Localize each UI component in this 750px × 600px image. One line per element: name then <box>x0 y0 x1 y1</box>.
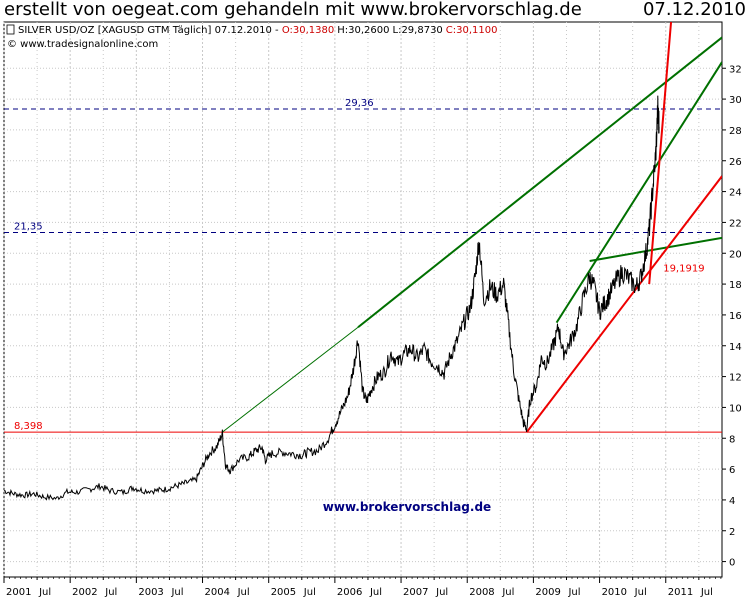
x-tick-label: 2010 <box>602 587 627 598</box>
resistance-trend-line <box>555 61 722 324</box>
reference-line-label: 29,36 <box>345 98 374 109</box>
y-tick-label: 32 <box>729 64 742 75</box>
x-tick-label: 2009 <box>535 587 560 598</box>
chart-legend: SILVER USD/OZ [XAGUSD GTM Täglich] 07.12… <box>6 24 498 50</box>
x-tick-label: Jul <box>170 587 183 598</box>
price-line <box>4 95 660 501</box>
y-tick-label: 4 <box>729 496 735 507</box>
horizontal-lines: 29,36 21,35 8,398 <box>4 98 722 433</box>
legend-low: L:29,8730 <box>393 25 443 36</box>
x-tick-label: 2005 <box>271 587 296 598</box>
y-tick-label: 14 <box>729 342 742 353</box>
x-tick-label: Jul <box>369 587 382 598</box>
legend-instrument-text: SILVER USD/OZ [XAGUSD GTM Täglich] 07.12… <box>18 25 282 36</box>
x-tick-label: Jul <box>38 587 51 598</box>
x-axis: 2001 Jul 2002 Jul 2003 Jul 2004 Jul 2005 Jul 2006 J… <box>3 577 722 598</box>
y-tick-label: 18 <box>729 280 742 291</box>
candle-icon <box>6 24 15 35</box>
x-tick-label: 2006 <box>337 587 362 598</box>
reference-line-label: 21,35 <box>14 221 43 232</box>
reference-line-label: 8,398 <box>14 421 43 432</box>
watermark-text: www.brokervorschlag.de <box>323 500 491 514</box>
y-tick-label: 22 <box>729 218 742 229</box>
y-tick-label: 0 <box>729 558 735 569</box>
x-tick-label: 2003 <box>138 587 163 598</box>
legend-open: O:30,1380 <box>282 25 334 36</box>
y-tick-label: 10 <box>729 403 742 414</box>
y-tick-label: 12 <box>729 373 742 384</box>
x-tick-label: Jul <box>237 587 250 598</box>
header-date: 07.12.2010 <box>642 0 746 20</box>
x-tick-label: Jul <box>435 587 448 598</box>
y-tick-label: 16 <box>729 311 742 322</box>
resistance-trend-line <box>589 236 722 262</box>
x-tick-label: Jul <box>634 587 647 598</box>
x-tick-label: 2002 <box>72 587 97 598</box>
resistance-trend-line <box>222 326 359 433</box>
y-tick-label: 28 <box>729 126 742 137</box>
x-tick-label: 2007 <box>403 587 428 598</box>
x-tick-label: Jul <box>303 587 316 598</box>
x-tick-label: 2011 <box>668 587 693 598</box>
y-tick-label: 26 <box>729 157 742 168</box>
trend-lines <box>222 22 722 433</box>
plot-frame <box>3 21 723 578</box>
y-tick-label: 24 <box>729 188 742 199</box>
legend-close: C:30,1100 <box>446 25 498 36</box>
x-tick-label: Jul <box>567 587 580 598</box>
annotation-label: 19,1919 <box>663 264 704 275</box>
legend-instrument: SILVER USD/OZ [XAGUSD GTM Täglich] 07.12… <box>18 25 498 36</box>
support-trend-line <box>525 175 722 433</box>
y-tick-label: 20 <box>729 249 742 260</box>
price-series <box>4 95 660 501</box>
grid-layer <box>3 22 722 577</box>
x-tick-label: 2001 <box>6 587 31 598</box>
legend-high: H:30,2600 <box>337 25 389 36</box>
legend-copyright: © www.tradesignalonline.com <box>7 39 158 50</box>
resistance-trend-line <box>357 36 722 329</box>
support-trend-line <box>648 22 673 285</box>
x-tick-label: Jul <box>501 587 514 598</box>
x-tick-label: 2004 <box>205 587 230 598</box>
y-tick-label: 30 <box>729 95 742 106</box>
annotations: 19,1919 <box>663 264 704 275</box>
x-tick-label: 2008 <box>469 587 494 598</box>
y-tick-label: 2 <box>729 527 735 538</box>
page-title: erstellt von oegeat.com gehandeln mit ww… <box>4 0 582 20</box>
y-tick-label: 6 <box>729 465 735 476</box>
x-tick-label: Jul <box>104 587 117 598</box>
y-tick-label: 8 <box>729 434 735 445</box>
x-tick-label: Jul <box>700 587 713 598</box>
